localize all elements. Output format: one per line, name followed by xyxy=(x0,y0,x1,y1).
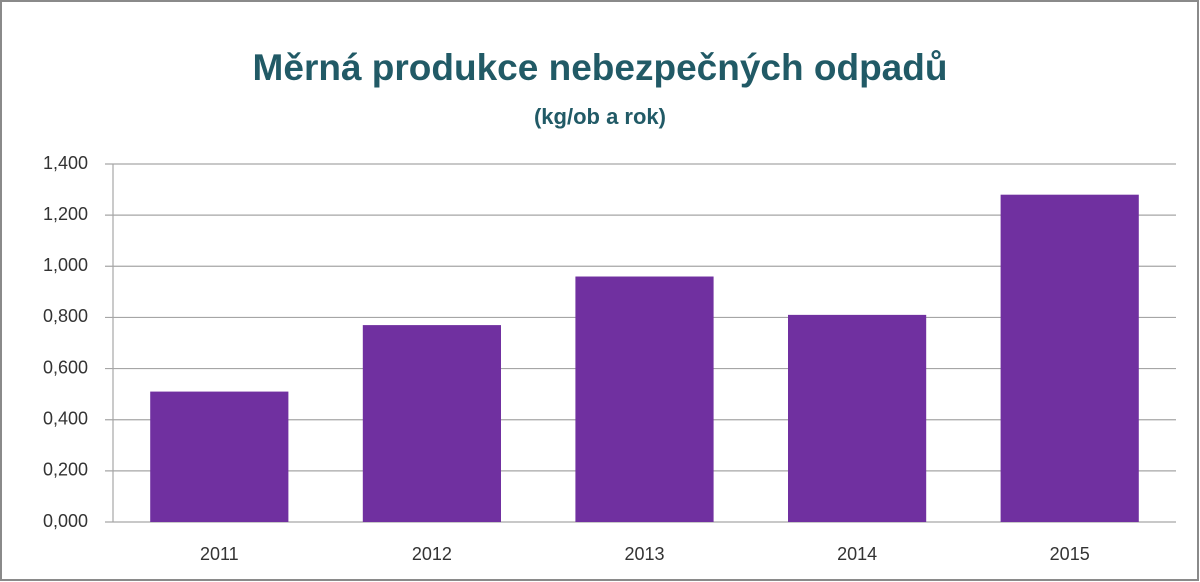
x-tick-label: 2014 xyxy=(837,544,877,564)
bar xyxy=(575,276,714,522)
y-tick-label: 0,600 xyxy=(43,357,88,377)
y-tick-label: 0,200 xyxy=(43,460,88,480)
bar xyxy=(788,314,927,522)
x-tick-label: 2012 xyxy=(412,544,452,564)
bar xyxy=(1000,194,1139,522)
x-tick-label: 2011 xyxy=(200,544,239,564)
y-tick-label: 1,200 xyxy=(43,204,88,224)
y-tick-label: 1,000 xyxy=(43,255,88,275)
y-tick-label: 0,400 xyxy=(43,408,88,428)
chart-title: Měrná produkce nebezpečných odpadů xyxy=(253,47,948,88)
y-tick-label: 1,400 xyxy=(43,153,88,173)
bar xyxy=(150,391,289,522)
bar xyxy=(362,325,501,522)
y-tick-label: 0,800 xyxy=(43,306,88,326)
x-tick-label: 2015 xyxy=(1050,544,1090,564)
y-tick-label: 0,000 xyxy=(43,511,88,531)
x-tick-label: 2013 xyxy=(624,544,664,564)
chart-subtitle: (kg/ob a rok) xyxy=(534,104,666,129)
